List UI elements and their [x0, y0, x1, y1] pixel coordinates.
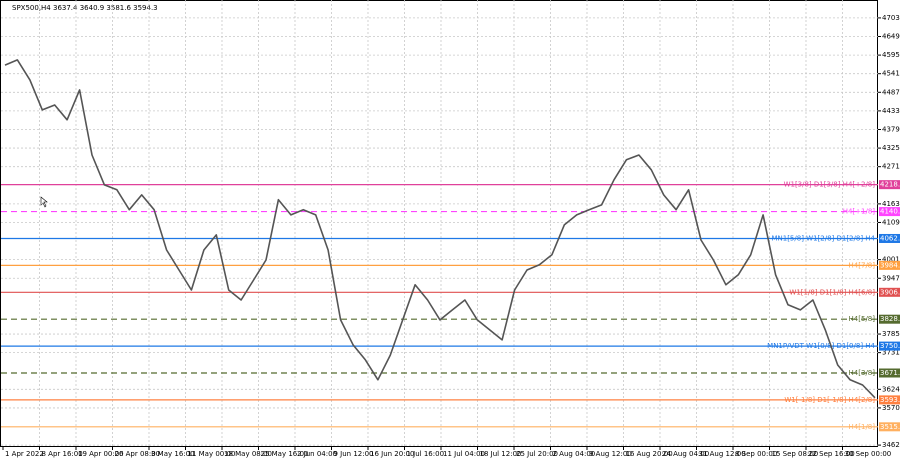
level-label: W1[-1/8] D1[-1/8] H4[2/8] — [784, 396, 875, 404]
price-tag — [879, 233, 900, 243]
x-tick-label: 2 Aug 04:00 — [553, 450, 596, 458]
y-tick-label: 4271.0 — [882, 163, 900, 171]
plot-frame — [0, 0, 878, 447]
x-tick-label: 16 Jun 20:00 — [370, 450, 414, 458]
price-tag-label: 3750.0 — [880, 342, 900, 350]
price-tag — [879, 207, 900, 217]
x-tick-label: 15 Sep 08:00 — [772, 450, 819, 458]
price-tag-label: 4218.8 — [880, 181, 900, 189]
price-tag — [879, 341, 900, 351]
y-tick-label: 4649.0 — [882, 33, 900, 41]
price-tag — [879, 180, 900, 190]
y-tick-label: 4595.0 — [882, 51, 900, 59]
level-label: MN1[5/8] W1[2/8] D1[2/8] H4 — [771, 234, 875, 242]
price-tag — [879, 422, 900, 432]
x-tick-label: 24 Aug 04:00 — [662, 450, 709, 458]
x-tick-label: 25 Jul 20:00 — [516, 450, 558, 458]
x-tick-label: 18 Jul 12:00 — [480, 450, 522, 458]
price-tag-label: 3828.1 — [880, 315, 900, 323]
price-tag — [879, 368, 900, 378]
level-label: W1[3/8] D1[3/8] H4[+2/8] — [784, 181, 876, 189]
level-label: H4[1/8] — [849, 423, 876, 431]
y-tick-label: 3731.0 — [882, 349, 900, 357]
y-tick-label: 3624.5 — [882, 385, 900, 393]
x-tick-label: 22 Sep 16:00 — [808, 450, 855, 458]
y-tick-label: 4379.0 — [882, 125, 900, 133]
level-label: H4[5/8] — [849, 315, 876, 323]
level-label: H4[3/8] — [849, 369, 876, 377]
y-tick-label: 4703.0 — [882, 14, 900, 22]
y-tick-label: 4325.0 — [882, 144, 900, 152]
level-label: MN1P/VDT W1[0/8] D1[0/8] H4 — [767, 342, 875, 350]
x-tick-label: 9 Jun 12:00 — [334, 450, 374, 458]
price-line — [4, 59, 876, 399]
price-tag-label: 3515.6 — [880, 423, 900, 431]
price-tag — [879, 314, 900, 324]
x-tick-label: 11 Jul 04:00 — [443, 450, 485, 458]
level-label: H4[+1/8] — [843, 208, 876, 216]
x-tick-label: 25 May 16:00 — [261, 450, 309, 458]
x-tick-label: 1 Apr 2022 — [5, 450, 44, 458]
y-tick-label: 4001.0 — [882, 256, 900, 264]
cursor — [40, 196, 48, 208]
x-tick-label: 8 Sep 00:00 — [735, 450, 777, 458]
x-tick-label: 8 Apr 16:00 — [42, 450, 83, 458]
price-tag-label: 4062.5 — [880, 234, 900, 242]
y-tick-label: 4487.0 — [882, 88, 900, 96]
price-tag-label: 3906.2 — [880, 288, 900, 296]
y-tick-label: 3570.5 — [882, 404, 900, 412]
y-tick-label: 3785.0 — [882, 330, 900, 338]
price-tag-label: 3593.8 — [880, 396, 900, 404]
x-tick-label: 19 Apr 00:00 — [78, 450, 124, 458]
x-tick-label: 18 May 08:00 — [224, 450, 272, 458]
y-tick-label: 4163.0 — [882, 200, 900, 208]
y-tick-label: 3462.5 — [882, 441, 900, 449]
x-tick-label: 30 Sep 00:00 — [845, 450, 892, 458]
price-tag — [879, 260, 900, 270]
y-tick-label: 4433.0 — [882, 107, 900, 115]
x-tick-label: 31 Aug 12:00 — [699, 450, 746, 458]
x-tick-label: 11 May 00:00 — [188, 450, 236, 458]
x-tick-label: 2 Jun 04:00 — [297, 450, 337, 458]
x-tick-label: 9 Aug 12:00 — [589, 450, 632, 458]
price-tag-label: 3671.9 — [880, 369, 900, 377]
x-tick-label: 26 Apr 08:00 — [115, 450, 161, 458]
price-tag — [879, 287, 900, 297]
y-tick-label: 4541.0 — [882, 70, 900, 78]
y-tick-label: 4109.0 — [882, 218, 900, 226]
x-tick-label: 1 Jul 16:00 — [407, 450, 445, 458]
x-tick-label: 16 Aug 20:00 — [626, 450, 673, 458]
level-label: H4[7/8] — [849, 261, 876, 269]
chart-title: SPX500,H4 3637.4 3640.9 3581.6 3594.3 — [12, 4, 158, 12]
x-tick-label: 3 May 16:00 — [151, 450, 195, 458]
level-label: W1[1/8] D1[1/8] H4[6/8] — [789, 288, 875, 296]
price-tag — [879, 395, 900, 405]
price-tag-label: 4140.6 — [880, 208, 900, 216]
y-tick-label: 3947.0 — [882, 274, 900, 282]
price-tag-label: 3984.4 — [880, 261, 900, 269]
